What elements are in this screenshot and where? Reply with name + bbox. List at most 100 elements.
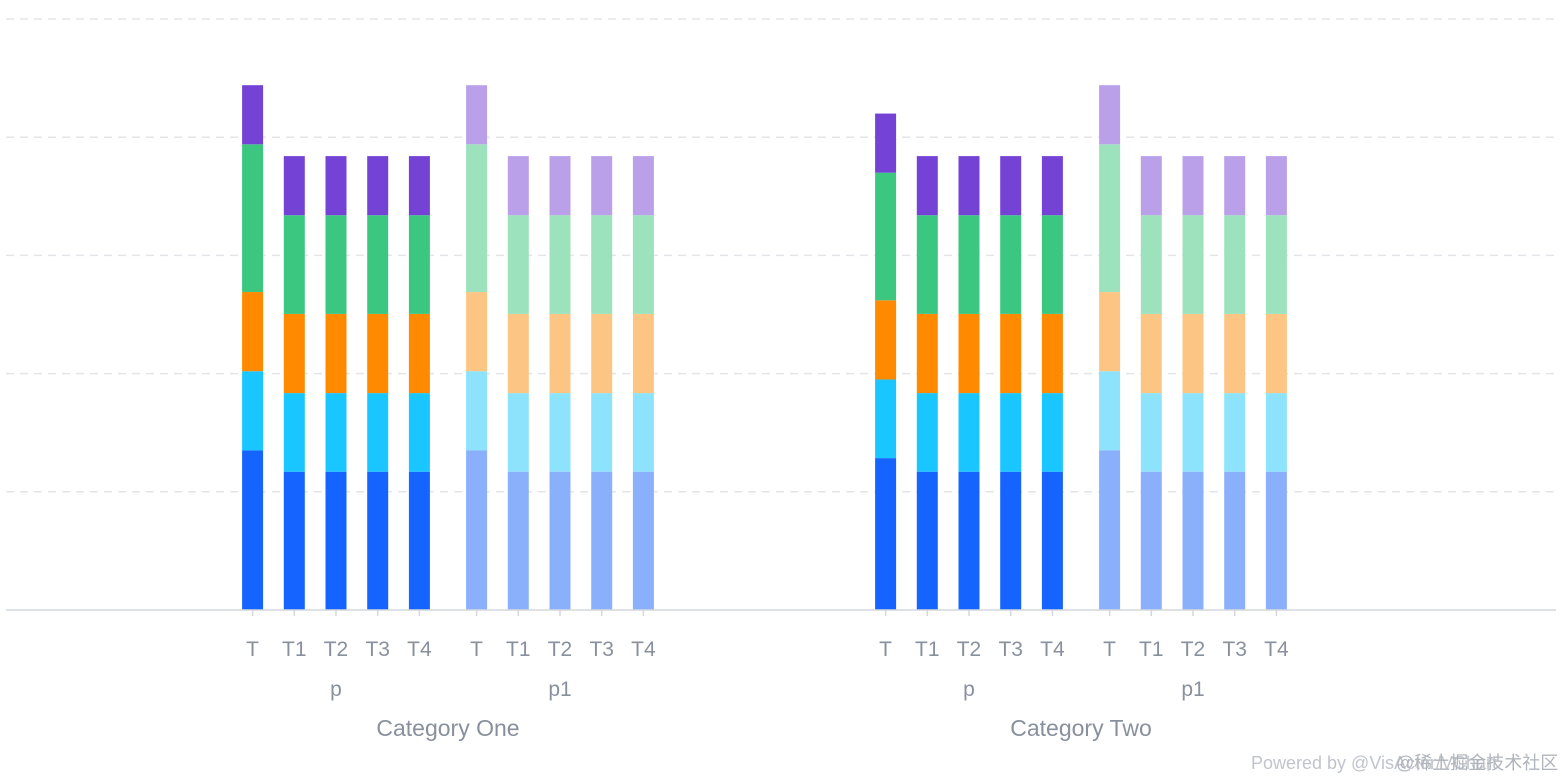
x-tick-label: T4 (1040, 638, 1065, 661)
bar-segment (549, 471, 571, 610)
bar-segment (591, 313, 613, 394)
bar-segment (1000, 393, 1022, 472)
bar-segment (1140, 313, 1162, 394)
x-tick-label: T2 (548, 638, 573, 661)
bar-segment (1265, 156, 1287, 216)
bar-segment (325, 215, 347, 314)
x-tick-label: T4 (631, 638, 656, 661)
bar-segment (958, 215, 980, 314)
x-group-label: p1 (1181, 678, 1204, 701)
x-group-label: p1 (548, 678, 571, 701)
bar-segment (875, 300, 897, 380)
bar-segment (466, 144, 488, 293)
bar-segment (1041, 313, 1063, 394)
bar-segment (875, 458, 897, 610)
bar-segment (1224, 313, 1246, 394)
watermark-overlay: @稀土掘金技术社区 (1396, 753, 1558, 773)
x-tick-label: T1 (506, 638, 531, 661)
bar-segment (507, 215, 529, 314)
bar-segment (916, 156, 938, 216)
bar-segment (507, 313, 529, 394)
x-tick-label: T3 (589, 638, 614, 661)
x-tick-label: T (470, 638, 483, 661)
bar-segment (408, 215, 430, 314)
bar-segment (1041, 393, 1063, 472)
bar-segment (466, 292, 488, 372)
bar-segment (367, 215, 389, 314)
bar-segment (1140, 471, 1162, 610)
bar-segment (325, 471, 347, 610)
bar-segment (466, 450, 488, 610)
bar-segment (1099, 144, 1121, 293)
bar-segment (549, 313, 571, 394)
bar-segment (408, 156, 430, 216)
bar-segment (1265, 313, 1287, 394)
bar-segment (875, 113, 897, 173)
x-tick-label: T (246, 638, 259, 661)
bar-segment (466, 371, 488, 451)
bar-segment (507, 156, 529, 216)
bar-segment (367, 156, 389, 216)
bar-segment (1140, 156, 1162, 216)
bar-segment (632, 313, 654, 394)
bar-segment (958, 156, 980, 216)
x-category-label: Category One (376, 715, 519, 741)
bar-segment (283, 393, 305, 472)
bar-segment (408, 471, 430, 610)
x-axis-ticks (251, 610, 1278, 616)
bar-segment (875, 172, 897, 301)
bar-segment (242, 85, 264, 145)
bar-segment (283, 215, 305, 314)
bar-segment (408, 393, 430, 472)
bar-segment (466, 85, 488, 145)
bar-segment (1265, 393, 1287, 472)
bar-segment (958, 471, 980, 610)
x-tick-label: T2 (1181, 638, 1206, 661)
bar-segment (591, 393, 613, 472)
bar-segment (1140, 393, 1162, 472)
bar-segment (549, 393, 571, 472)
watermark-powered-by: Powered by @VisActor/VChart (1251, 753, 1497, 773)
bar-segment (1224, 156, 1246, 216)
bar-segment (591, 215, 613, 314)
bar-segment (916, 313, 938, 394)
bar-segment (549, 215, 571, 314)
bar-segment (1182, 156, 1204, 216)
x-tick-label: T1 (282, 638, 307, 661)
x-axis-labels: T T1 T2 T3 T4 T T1 T2 T3 T4 T T1 T2 T3 T4 T T1 T2 T3 T4 p p1 p… (246, 638, 1289, 741)
x-tick-label: T (1103, 638, 1116, 661)
bar-segment (916, 215, 938, 314)
x-tick-label: T2 (957, 638, 982, 661)
bar-segment (408, 313, 430, 394)
bar-segment (632, 471, 654, 610)
bar-segment (367, 313, 389, 394)
x-tick-label: T4 (407, 638, 432, 661)
bar-segment (242, 371, 264, 451)
bar-segment (367, 471, 389, 610)
x-tick-label: T (879, 638, 892, 661)
x-tick-label: T3 (365, 638, 390, 661)
bar-segment (549, 156, 571, 216)
bar-segment (591, 156, 613, 216)
bar-segment (242, 450, 264, 610)
bar-segment (1041, 156, 1063, 216)
bar-segment (1000, 471, 1022, 610)
bar-segment (1041, 215, 1063, 314)
bar-segment (1224, 215, 1246, 314)
bar-segment (958, 313, 980, 394)
bar-segment (507, 393, 529, 472)
bar-segment (283, 313, 305, 394)
bar-segment (1099, 450, 1121, 610)
bar-segment (1140, 215, 1162, 314)
bar-segment (1182, 393, 1204, 472)
bar-segment (242, 292, 264, 372)
bar-segment (242, 144, 264, 293)
bar-segment (1265, 215, 1287, 314)
bar-segment (1182, 215, 1204, 314)
bar-segment (1000, 156, 1022, 216)
bar-segment (1265, 471, 1287, 610)
bar-segment (1000, 313, 1022, 394)
bar-segment (507, 471, 529, 610)
bar-segment (1000, 215, 1022, 314)
